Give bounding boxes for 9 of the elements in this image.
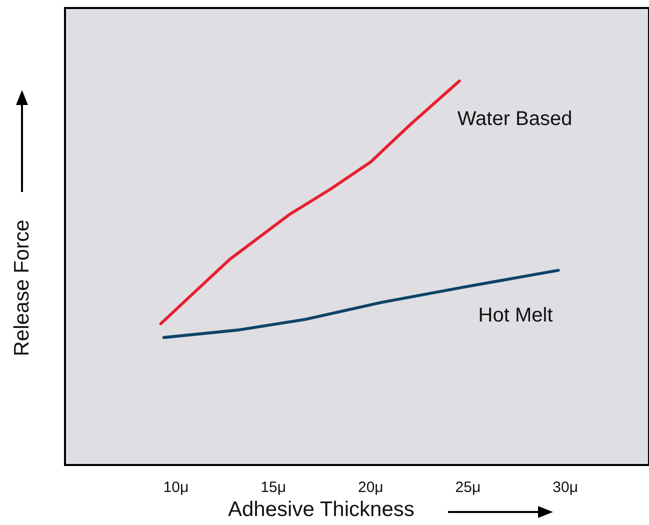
x-tick-label: 30μ <box>552 479 578 496</box>
y-axis-title: Release Force <box>10 220 34 356</box>
x-tick-label: 25μ <box>455 479 481 496</box>
x-axis-title: Adhesive Thickness <box>228 498 414 521</box>
x-tick-label: 15μ <box>260 479 286 496</box>
x-tick-label: 20μ <box>358 479 384 496</box>
series-label: Water Based <box>457 108 572 130</box>
x-tick-label: 10μ <box>163 479 189 496</box>
series-label: Hot Melt <box>478 304 554 326</box>
